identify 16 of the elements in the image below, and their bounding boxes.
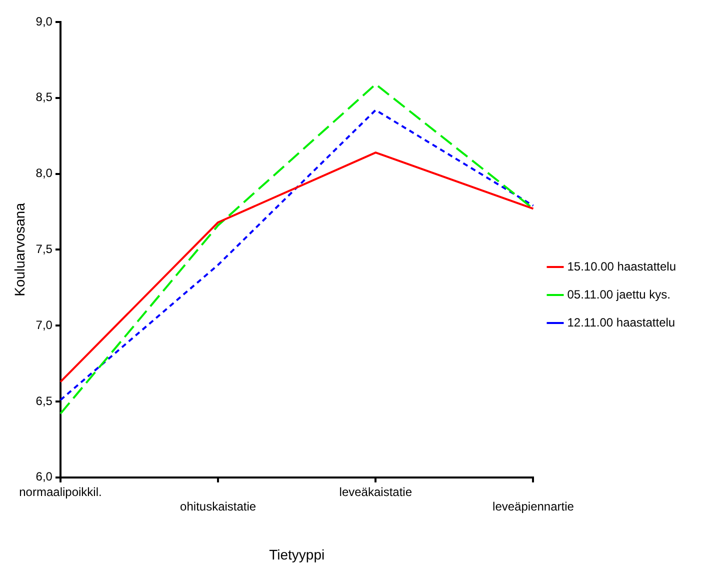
y-tick-label: 9,0 [36, 14, 53, 28]
x-axis-title: Tietyyppi [269, 546, 325, 562]
x-tick-label: leveäkaistatie [339, 484, 412, 499]
x-tick-label: leveäpiennartie [492, 499, 574, 514]
y-tick-label: 6,0 [36, 470, 53, 484]
y-axis-title: Kouluarvosana [11, 202, 28, 296]
legend-label: 12.11.00 haastattelu [567, 315, 676, 330]
y-tick-label: 8,0 [36, 166, 53, 180]
y-tick-label: 8,5 [36, 90, 53, 104]
y-tick-label: 7,5 [36, 242, 53, 256]
y-tick-label: 7,0 [36, 318, 53, 332]
y-tick-label: 6,5 [36, 394, 53, 408]
x-tick-label: normaalipoikkil. [19, 484, 102, 499]
legend-label: 05.11.00 jaettu kys. [567, 287, 670, 302]
legend-label: 15.10.00 haastattelu [567, 259, 676, 274]
x-tick-label: ohituskaistatie [180, 499, 256, 514]
